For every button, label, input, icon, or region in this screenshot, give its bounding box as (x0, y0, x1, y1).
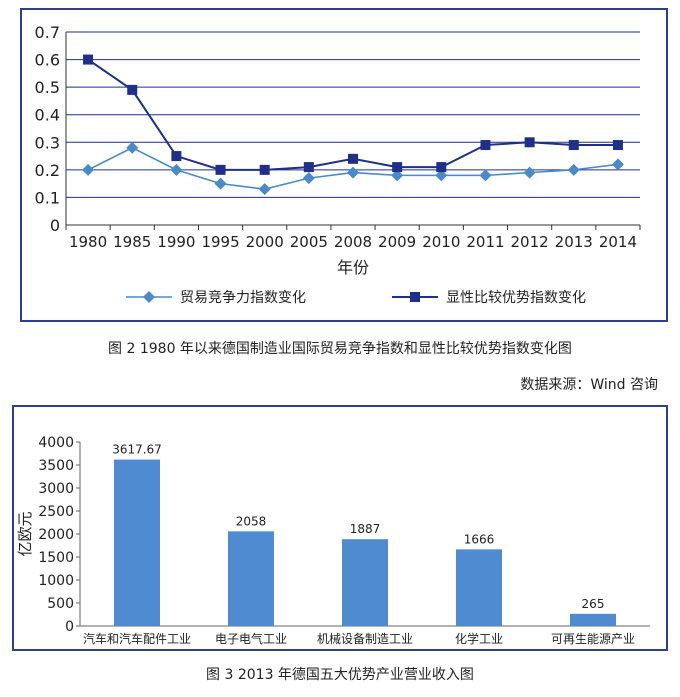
y-tick-label: 0 (50, 216, 60, 235)
y-tick-label: 0.3 (35, 133, 60, 152)
series-2-point (568, 140, 579, 151)
series-2-point (259, 164, 270, 175)
y-tick-label: 1000 (38, 573, 74, 589)
bar (114, 459, 160, 626)
y-axis-title: 亿欧元 (16, 511, 34, 556)
y-tick-label: 2500 (38, 504, 74, 520)
y-tick-label: 0.7 (35, 23, 60, 42)
x-tick-label: 汽车和汽车配件工业 (83, 631, 191, 646)
x-tick-label: 2013 (555, 233, 593, 251)
y-tick-label: 1500 (38, 550, 74, 566)
series-1-point (126, 141, 139, 154)
series-2-point (303, 162, 314, 173)
x-tick-label: 2014 (599, 233, 637, 251)
series-1-point (302, 172, 315, 185)
series-2-point (83, 54, 94, 65)
x-tick-label: 2009 (378, 233, 416, 251)
bar-value-label: 2058 (236, 514, 267, 528)
x-tick-label: 1995 (201, 233, 239, 251)
bar-chart-frame (12, 405, 668, 651)
data-source-note: 数据来源：Wind 咨询 (520, 377, 658, 393)
y-tick-label: 0.1 (35, 188, 60, 207)
x-tick-label: 1990 (157, 233, 195, 251)
bar (228, 531, 274, 626)
line-chart: 0 0.1 0.2 0.3 0.4 0.5 0.6 0.7 1980 1985 1990 1995 20… (35, 23, 641, 306)
series-2-point (480, 140, 491, 151)
series-1-point (347, 166, 359, 179)
x-tick-label: 1985 (113, 233, 151, 251)
series-2-point (348, 153, 358, 164)
series-1-point (611, 158, 624, 171)
figure-3-caption: 图 3 2013 年德国五大优势产业营业收入图 (206, 667, 474, 683)
series-1-point (435, 169, 448, 182)
x-tick-label: 可再生能源产业 (551, 632, 635, 646)
x-tick-label: 2012 (511, 233, 549, 251)
x-tick-label: 2011 (466, 233, 504, 251)
legend-marker-2 (410, 292, 420, 302)
bar (342, 539, 388, 626)
series-1-point (567, 163, 580, 176)
legend-label-2: 显性比较优势指数变化 (446, 290, 586, 306)
bar (456, 549, 502, 626)
y-tick-label: 0.6 (35, 51, 60, 70)
series-2-point (127, 84, 138, 95)
line-chart-frame (20, 8, 668, 322)
x-tick-label: 1980 (69, 233, 107, 251)
y-tick-label: 4000 (38, 435, 74, 451)
y-tick-label: 0.5 (35, 78, 60, 97)
bar-chart: 0 500 1000 1500 2000 2500 3000 3500 4000 亿欧元 3617.… (16, 435, 650, 646)
series-2-point (215, 164, 226, 175)
y-tick-label: 2000 (38, 527, 74, 543)
series-2-point (171, 151, 182, 162)
series-1-point (479, 169, 492, 182)
series-2-point (392, 162, 403, 173)
bar-value-label: 1666 (464, 532, 495, 546)
figure-2-caption: 图 2 1980 年以来德国制造业国际贸易竞争指数和显性比较优势指数变化图 (108, 341, 572, 357)
series-2-point (524, 137, 535, 148)
series-2-point (612, 140, 623, 151)
x-tick-label: 电子电气工业 (215, 631, 287, 646)
bar-value-label: 3617.67 (112, 443, 162, 457)
y-tick-label: 0.4 (35, 106, 60, 125)
series-1-point (391, 169, 404, 182)
bar (570, 613, 616, 626)
bar-value-label: 1887 (350, 522, 381, 536)
x-axis-title: 年份 (337, 258, 369, 277)
series-1-point (170, 163, 183, 176)
legend-marker-1 (143, 291, 155, 303)
series-1-point (258, 183, 271, 196)
y-tick-label: 3000 (38, 481, 74, 497)
series-1-point (82, 163, 95, 176)
series-1-point (214, 177, 227, 190)
x-tick-label: 化学工业 (455, 631, 503, 646)
x-tick-label: 2010 (422, 233, 460, 251)
x-tick-label: 2005 (290, 233, 328, 251)
bar-value-label: 265 (582, 597, 605, 611)
legend-label-1: 贸易竞争力指数变化 (180, 289, 306, 306)
series-1-point (523, 166, 536, 179)
y-tick-label: 3500 (38, 458, 74, 474)
y-tick-label: 0 (65, 619, 74, 635)
x-tick-label: 机械设备制造工业 (317, 631, 413, 646)
series-2-point (436, 162, 447, 173)
x-tick-label: 2008 (334, 233, 372, 251)
y-tick-label: 0.2 (35, 161, 60, 180)
x-tick-label: 2000 (246, 233, 284, 251)
y-tick-label: 500 (47, 596, 74, 612)
